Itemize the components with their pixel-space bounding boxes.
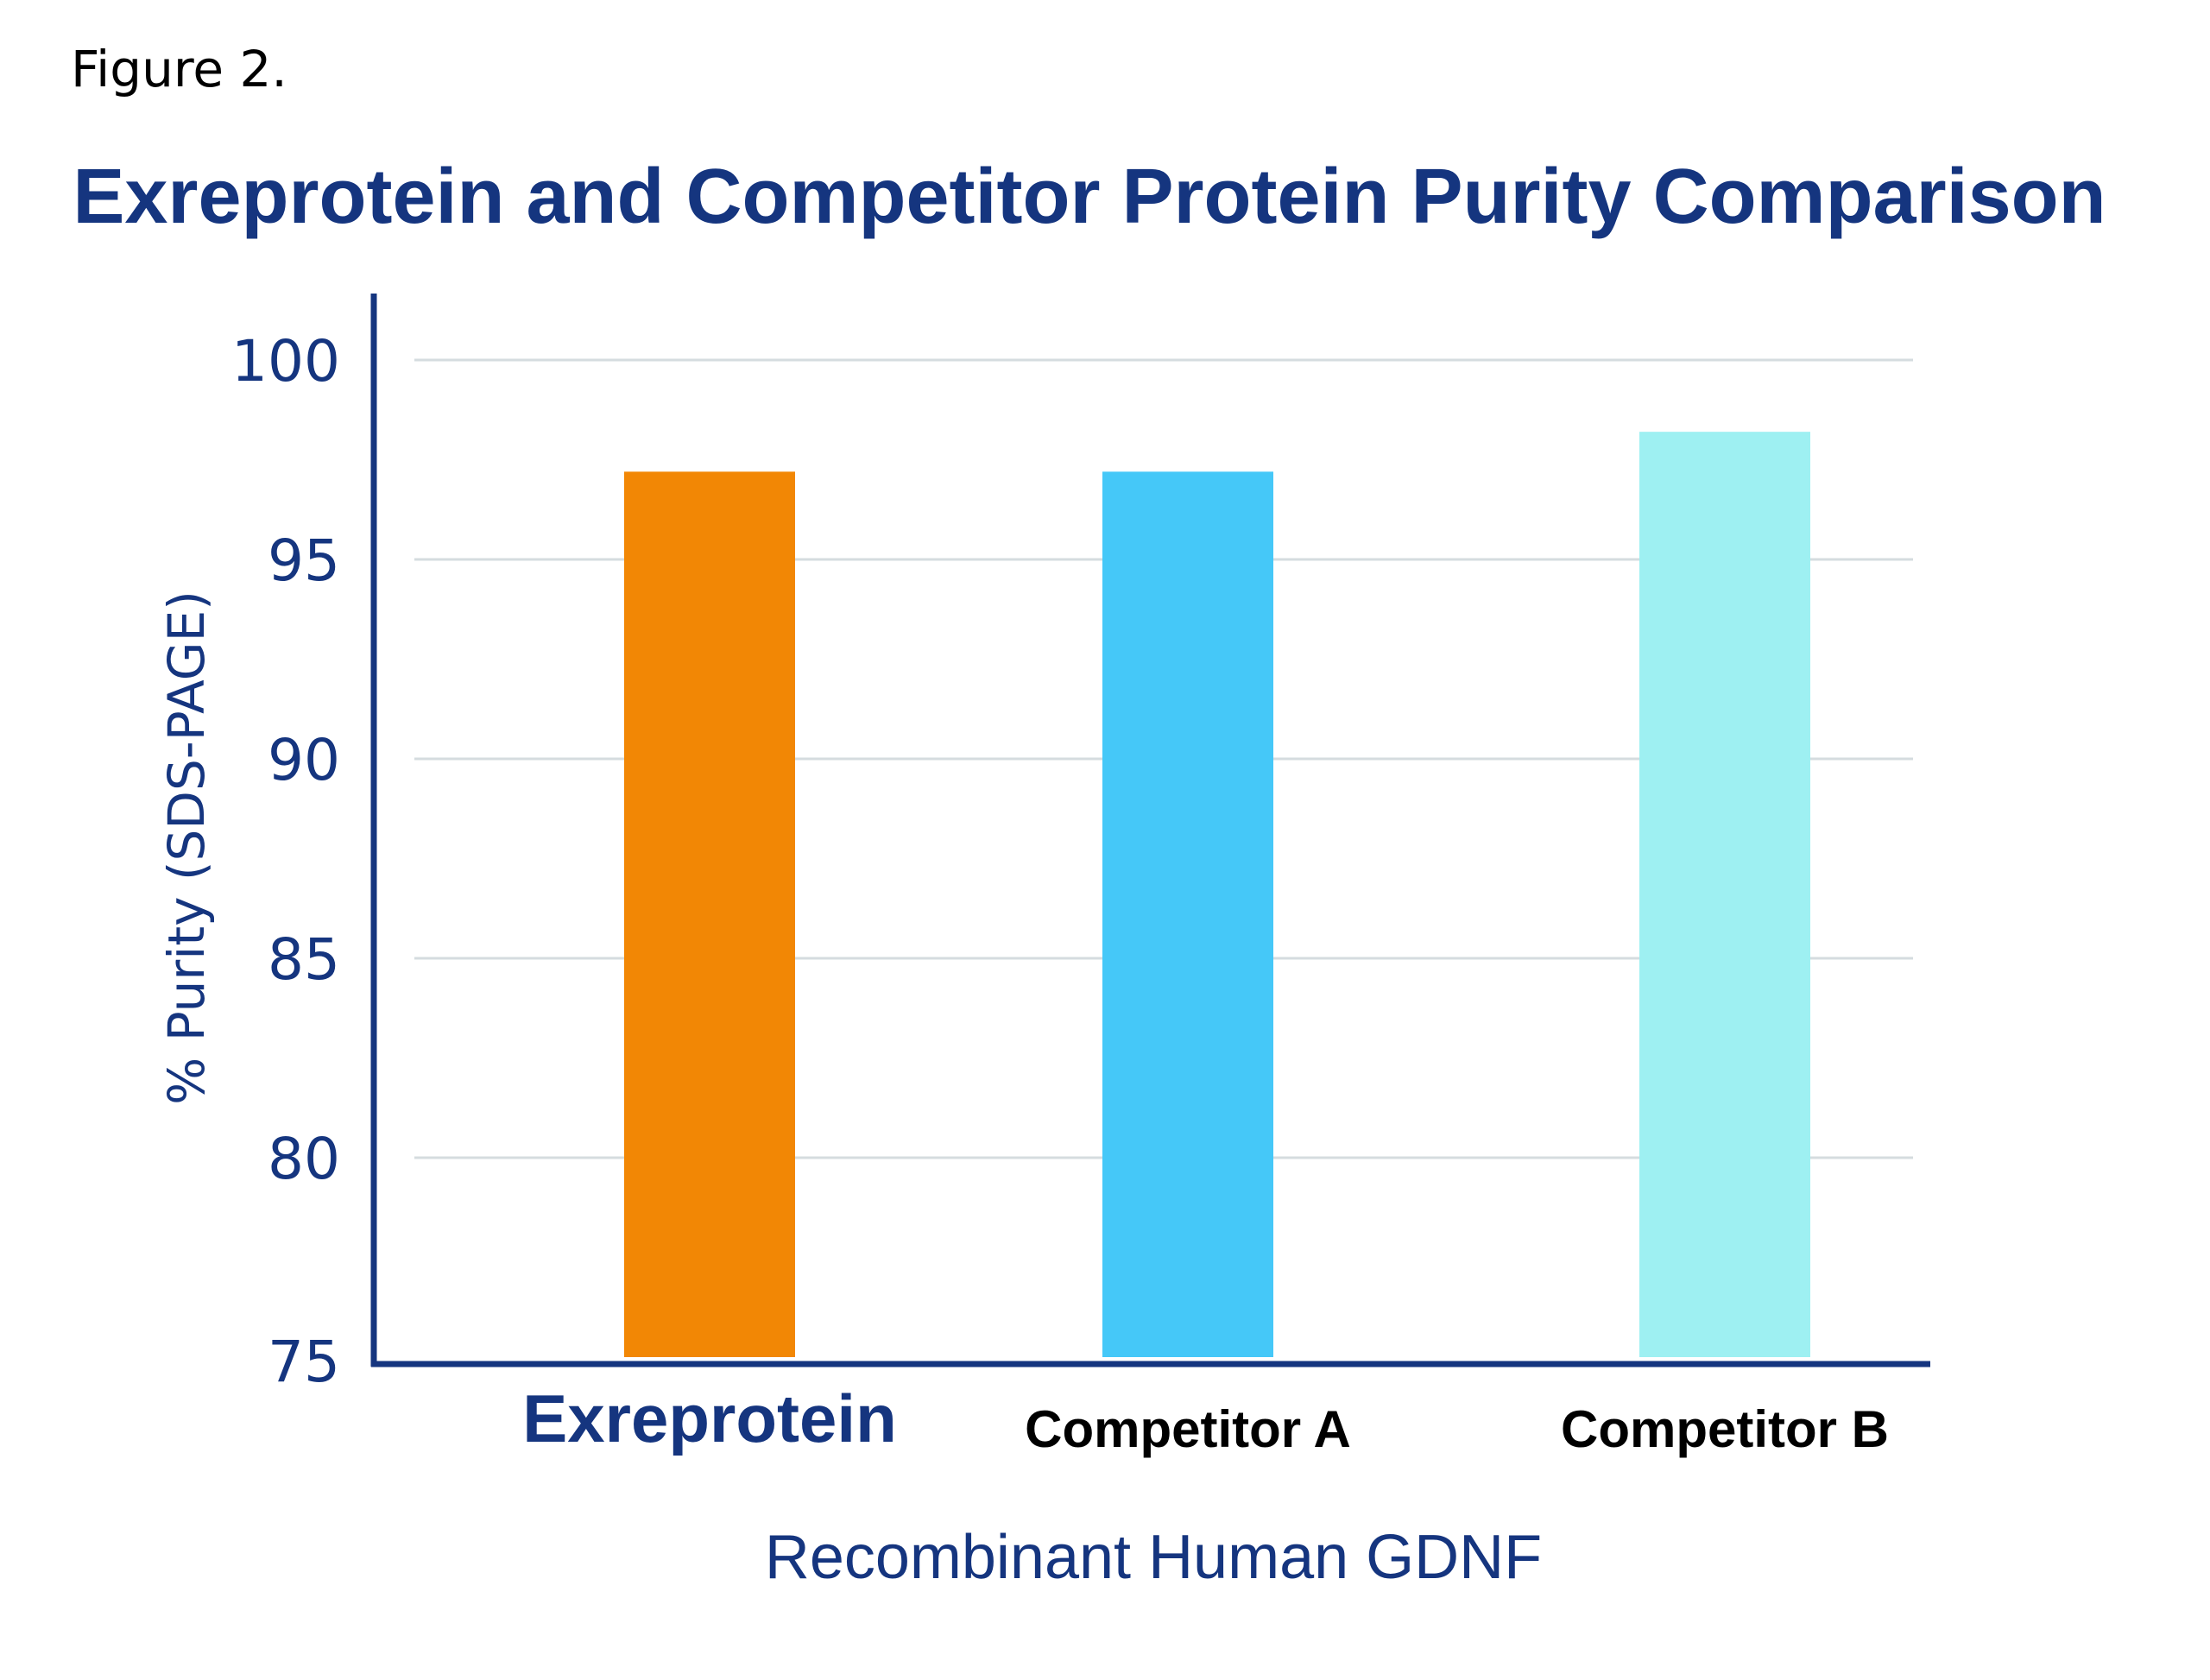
bar-exreprotein [624,471,795,1357]
y-tick-labels: 75 80 85 90 95 100 [231,328,340,1395]
axes [370,294,1930,1367]
bars [624,432,1810,1357]
figure-label: Figure 2. [71,40,287,98]
y-tick-label-90: 90 [268,727,340,793]
y-axis-label: % Purity (SDS-PAGE) [157,591,216,1105]
y-tick-label-85: 85 [268,926,340,993]
y-tick-label-100: 100 [231,328,340,395]
bar-competitor-b [1639,432,1810,1357]
y-tick-label-95: 95 [268,527,340,594]
chart-title: Exreprotein and Competitor Protein Purit… [73,154,2106,240]
x-axis-label: Recombinant Human GDNF [765,1523,1542,1592]
category-label-competitor-a: Competitor A [1025,1400,1351,1458]
bar-competitor-a [1102,471,1273,1357]
y-tick-label-80: 80 [268,1126,340,1192]
category-label-exreprotein: Exreprotein [522,1380,896,1456]
category-label-competitor-b: Competitor B [1561,1400,1889,1458]
y-tick-label-75: 75 [268,1329,340,1395]
x-category-labels: Exreprotein Competitor A Competitor B [522,1380,1889,1458]
